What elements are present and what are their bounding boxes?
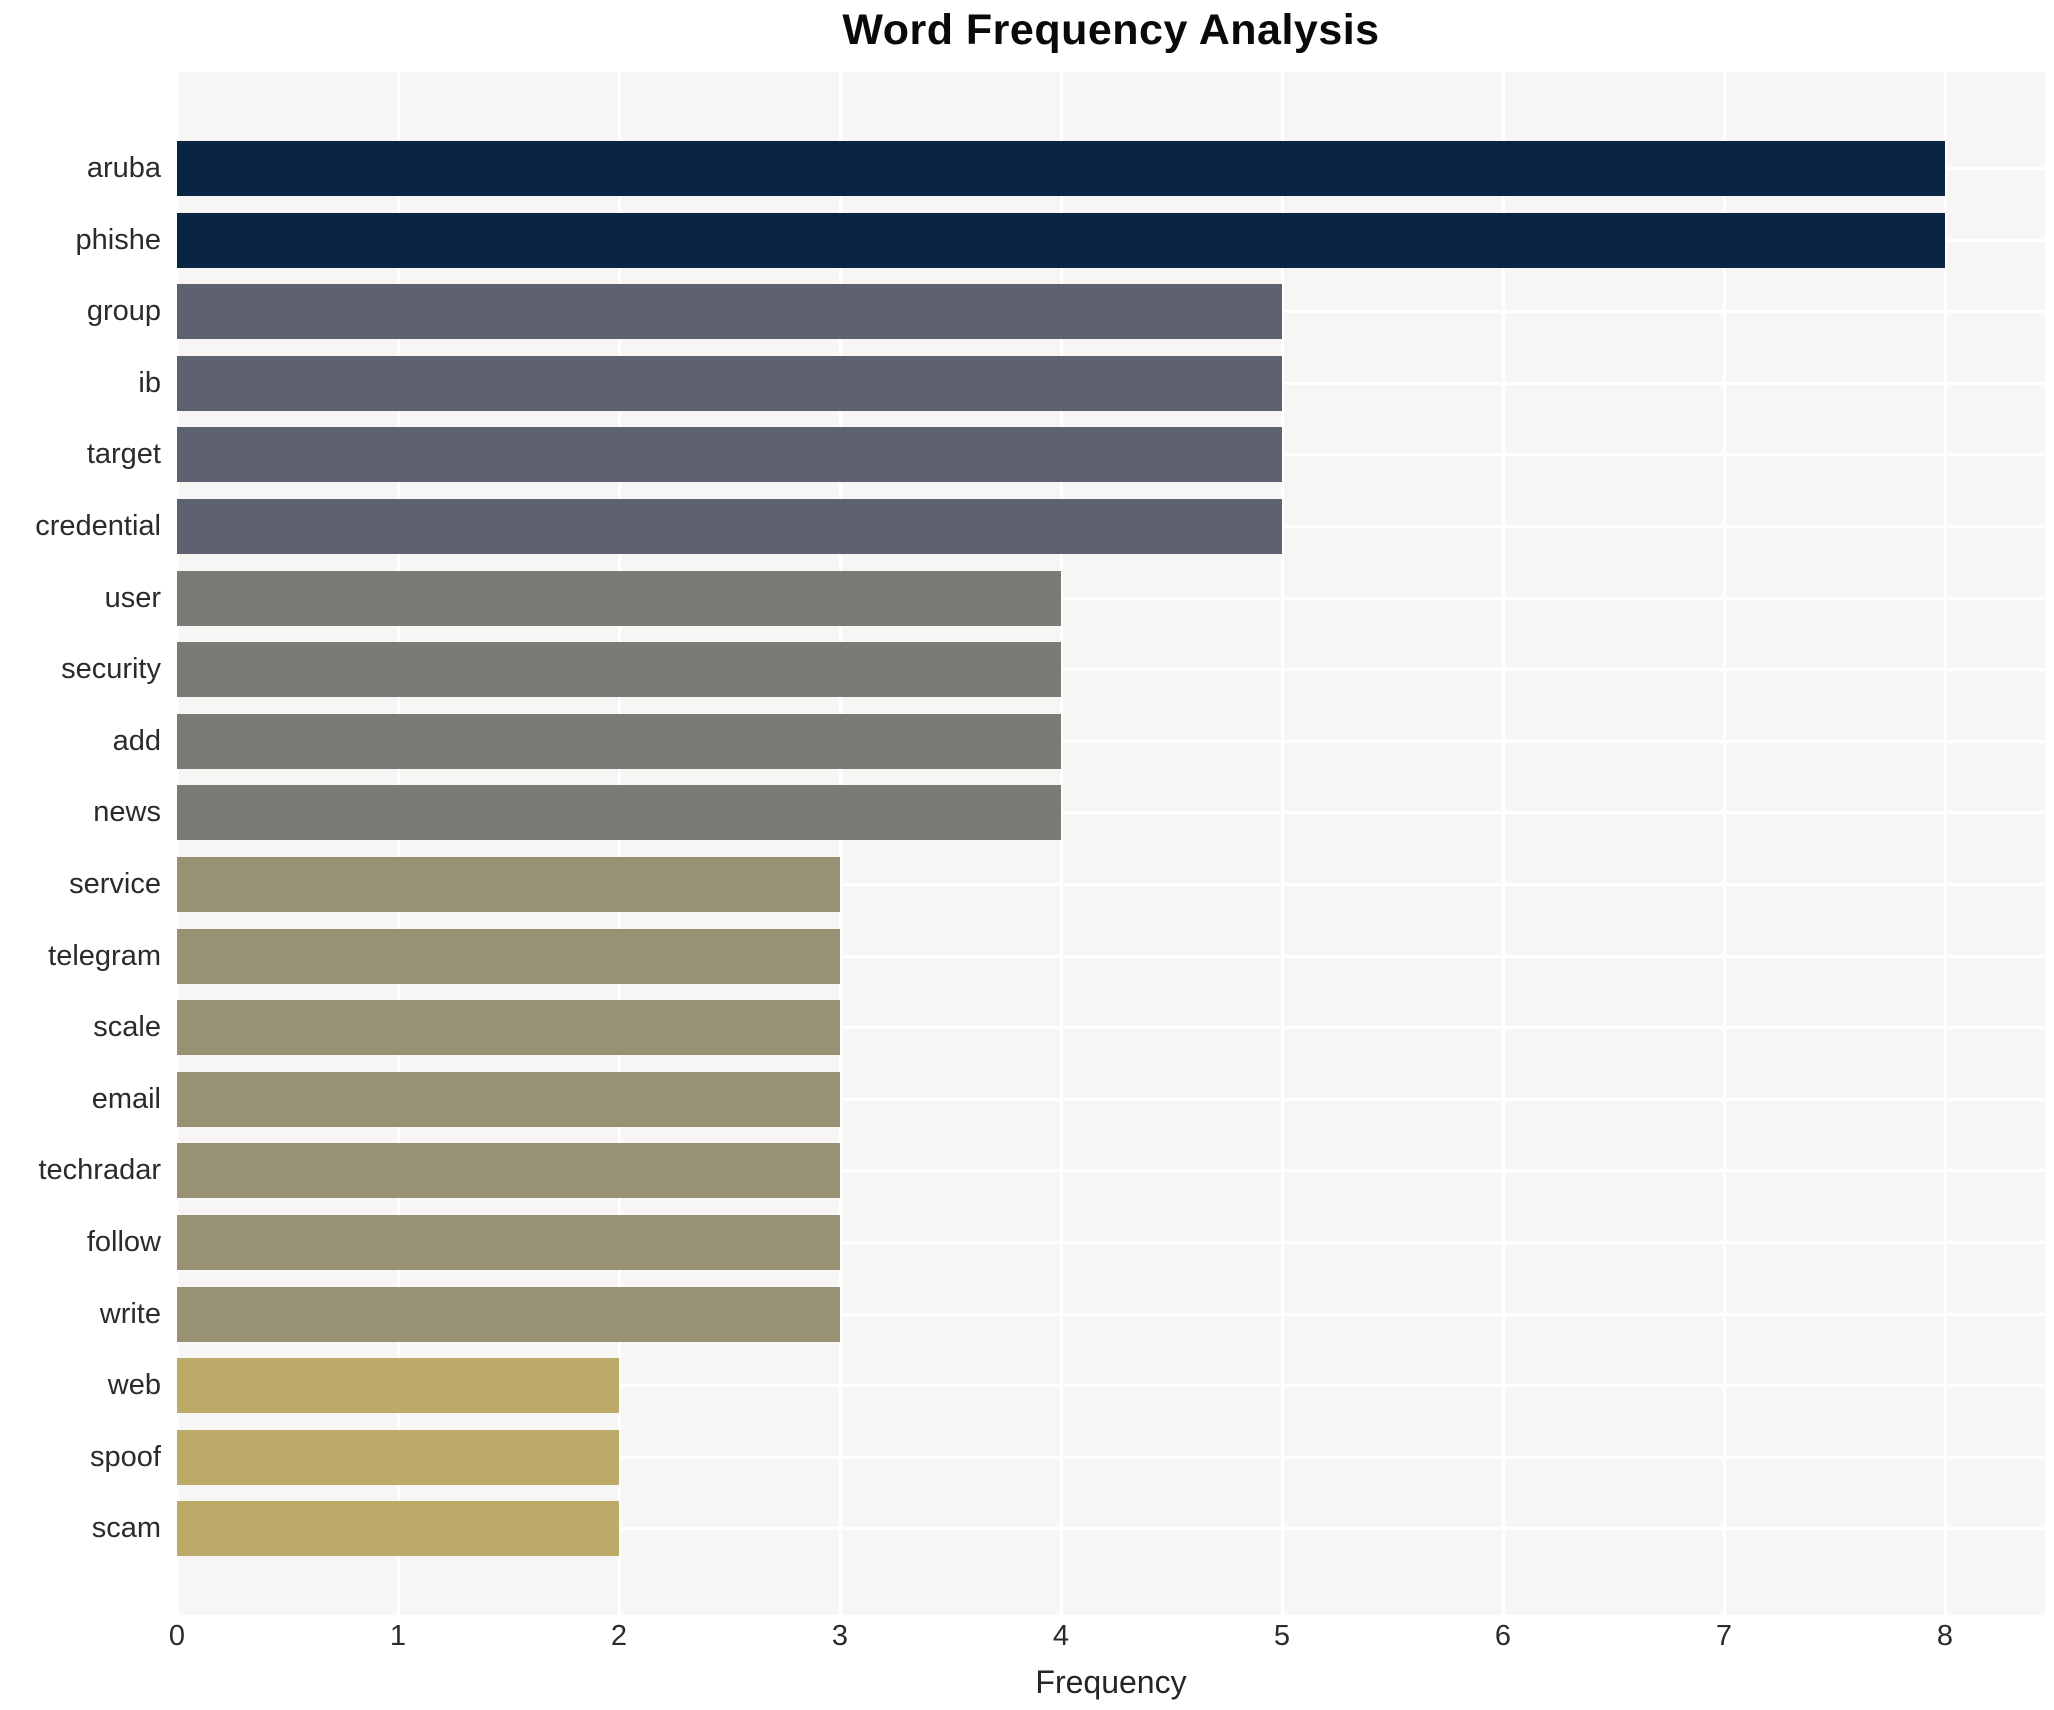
x-tick-8: 8 (1936, 1620, 1954, 1652)
y-label-service: service (69, 868, 161, 900)
x-tick-3: 3 (831, 1620, 849, 1652)
y-label-add: add (112, 724, 161, 757)
bar-security (177, 642, 1061, 698)
bar-ib (177, 355, 1282, 411)
h-gridline (177, 1241, 2045, 1244)
bar-scale (177, 1000, 840, 1056)
bar-spoof (177, 1429, 619, 1485)
y-label-spoof: spoof (90, 1440, 161, 1473)
y-label-user: user (104, 581, 161, 614)
x-tick-2: 2 (610, 1620, 628, 1652)
v-gridline (1723, 72, 1726, 1615)
x-tick-0: 0 (168, 1620, 186, 1652)
v-gridline (839, 72, 842, 1615)
bar-write (177, 1286, 840, 1342)
v-gridline (618, 72, 621, 1615)
y-label-web: web (107, 1369, 161, 1402)
y-label-scale: scale (93, 1011, 161, 1044)
bar-phishe (177, 212, 1945, 268)
h-gridline (177, 1169, 2045, 1173)
h-gridline (177, 739, 2045, 743)
x-tick-4: 4 (1052, 1620, 1070, 1652)
v-gridline (1944, 72, 1947, 1615)
y-label-ib: ib (138, 366, 161, 399)
x-axis-label: Frequency (1035, 1664, 1187, 1700)
plot-area (176, 72, 2045, 1615)
x-tick-7: 7 (1715, 1620, 1733, 1652)
x-tick-1: 1 (389, 1620, 407, 1652)
bar-add (177, 713, 1061, 769)
h-gridline (177, 1026, 2045, 1030)
y-label-news: news (93, 796, 161, 829)
y-label-scam: scam (91, 1512, 161, 1545)
bar-target (177, 427, 1282, 483)
bar-follow (177, 1215, 840, 1270)
h-gridline (177, 1527, 2045, 1531)
v-gridline (1281, 72, 1284, 1615)
y-label-credential: credential (35, 510, 161, 542)
y-label-techradar: techradar (38, 1154, 161, 1187)
bar-techradar (177, 1143, 840, 1199)
bar-scam (177, 1501, 619, 1557)
h-gridline (177, 1312, 2045, 1316)
bar-telegram (177, 928, 840, 984)
x-tick-6: 6 (1494, 1620, 1512, 1652)
chart-title: Word Frequency Analysis (842, 6, 1380, 54)
y-label-target: target (86, 438, 161, 471)
bar-service (177, 857, 840, 912)
h-gridline (177, 1097, 2045, 1101)
bar-credential (177, 499, 1282, 554)
h-gridline (177, 811, 2045, 815)
bar-aruba (177, 141, 1945, 196)
y-label-write: write (99, 1297, 161, 1330)
h-gridline (177, 883, 2045, 886)
bar-group (177, 284, 1282, 340)
y-label-group: group (86, 295, 161, 328)
bar-news (177, 785, 1061, 841)
bar-user (177, 570, 1061, 626)
y-label-telegram: telegram (48, 939, 161, 972)
x-tick-5: 5 (1273, 1620, 1291, 1652)
y-label-aruba: aruba (86, 152, 161, 184)
h-gridline (177, 1455, 2045, 1459)
bar-email (177, 1071, 840, 1127)
bar-web (177, 1358, 619, 1414)
h-gridline (177, 668, 2045, 672)
y-label-phishe: phishe (75, 223, 161, 256)
h-gridline (177, 954, 2045, 958)
v-gridline (1502, 72, 1505, 1615)
h-gridline (177, 596, 2045, 600)
y-label-email: email (91, 1082, 161, 1115)
h-gridline (177, 1384, 2045, 1388)
y-label-follow: follow (86, 1226, 161, 1258)
v-gridline (176, 72, 179, 1615)
v-gridline (1060, 72, 1063, 1615)
y-label-security: security (61, 653, 161, 686)
v-gridline (397, 72, 400, 1615)
